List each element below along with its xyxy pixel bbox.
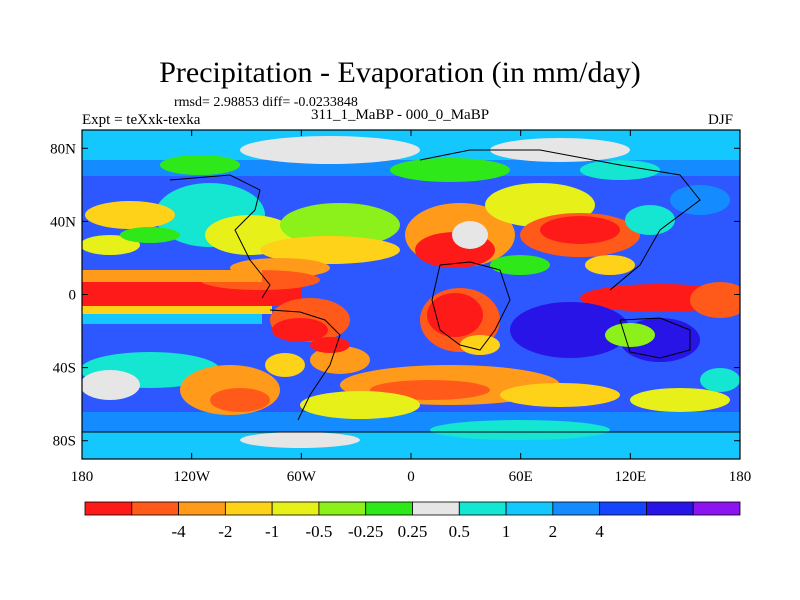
plot-title: Precipitation - Evaporation (in mm/day) — [159, 56, 641, 89]
colorbar-swatch — [178, 501, 226, 516]
coastlines — [82, 149, 740, 433]
x-tick-label: 60E — [509, 469, 533, 485]
colorbar-swatch — [365, 501, 413, 516]
colorbar-label: 2 — [549, 522, 558, 541]
colorbar-label: -1 — [265, 522, 279, 541]
y-tick-label: 0 — [69, 288, 77, 304]
colorbar-swatch — [646, 501, 694, 516]
y-tick-label: 80N — [50, 141, 76, 157]
colorbar-label: -0.5 — [305, 522, 332, 541]
y-tick-label: 40N — [50, 214, 76, 230]
experiment-label: Expt = teXxk-texka — [82, 112, 201, 128]
x-tick-label: 60W — [287, 469, 317, 485]
colorbar-swatch — [552, 501, 601, 516]
colorbar-swatch — [412, 501, 460, 516]
colorbar-label: -4 — [171, 522, 186, 541]
colorbar: -4 -2 -1 -0.5 -0.25 0.25 0.5 1 2 4 — [84, 501, 741, 541]
stats-line: rmsd= 2.98853 diff= -0.0233848 — [174, 95, 358, 110]
comparison-subtitle: 311_1_MaBP - 000_0_MaBP — [311, 107, 490, 123]
colorbar-swatch — [599, 501, 647, 516]
colorbar-label: 0.5 — [449, 522, 470, 541]
season-label: DJF — [708, 112, 734, 128]
x-tick-label: 180 — [71, 469, 94, 485]
y-tick-label: 80S — [53, 434, 76, 450]
colorbar-swatch — [84, 501, 133, 516]
colorbar-label: 4 — [595, 522, 604, 541]
x-tick-label: 0 — [407, 469, 415, 485]
x-tick-label: 120W — [173, 469, 211, 485]
colorbar-swatch — [318, 501, 367, 516]
x-tick-label: 180 — [729, 469, 752, 485]
y-tick-label: 40S — [53, 361, 76, 377]
colorbar-label: 1 — [502, 522, 511, 541]
colorbar-swatch — [458, 501, 507, 516]
colorbar-label: 0.25 — [398, 522, 428, 541]
axes: 80N 40N 0 40S 80S 180 120W 60W 0 60E 120E 180 — [50, 129, 752, 485]
colorbar-swatch — [131, 501, 179, 516]
colorbar-swatch — [505, 501, 554, 516]
colorbar-swatch — [224, 501, 273, 516]
colorbar-swatch — [271, 501, 320, 516]
colorbar-label: -2 — [218, 522, 232, 541]
colorbar-swatch — [692, 501, 741, 516]
colorbar-label: -0.25 — [348, 522, 383, 541]
x-tick-label: 120E — [614, 469, 646, 485]
